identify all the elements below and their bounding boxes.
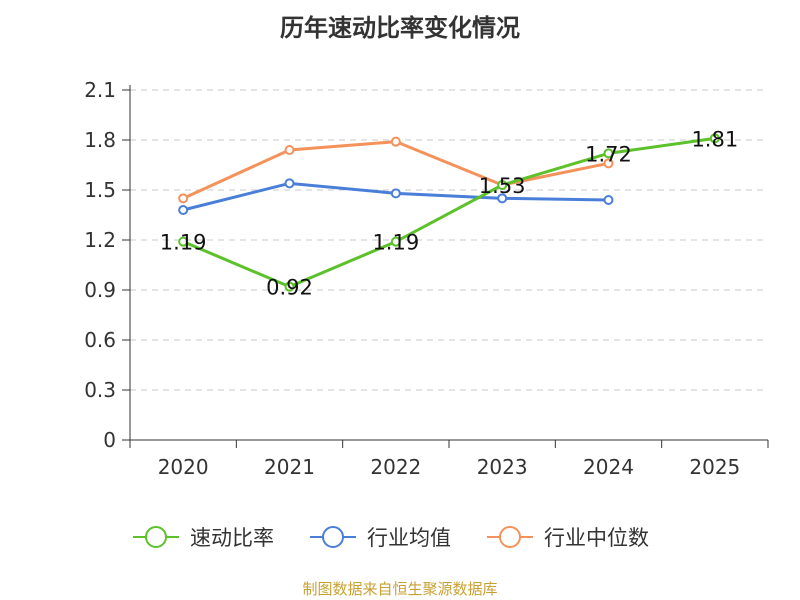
series-line [182,136,716,289]
y-tick-label: 0.6 [84,328,116,352]
legend-label: 行业均值 [367,526,451,550]
x-tick-label: 2020 [158,455,209,479]
x-tick-label: 2021 [264,455,315,479]
data-label: 1.19 [372,231,419,255]
y-tick-label: 1.8 [84,128,116,152]
y-tick-label: 0.9 [84,278,116,302]
x-tick-label: 2022 [370,455,421,479]
y-tick-label: 1.5 [84,178,116,202]
source-note: 制图数据来自恒生聚源数据库 [302,580,498,598]
x-tick-label: 2025 [689,455,740,479]
data-point [178,205,189,215]
data-point [603,195,614,205]
data-point [603,158,614,169]
y-tick-label: 2.1 [84,78,116,102]
legend-marker [322,526,344,548]
legend-label: 行业中位数 [544,526,649,550]
data-label: 1.19 [160,231,207,255]
data-point [178,193,189,204]
axes: 0 0.3 0.6 0.9 1.2 1.5 1.8 2.1 2020 2021 2022 2023 20… [84,78,769,479]
data-point [390,236,401,247]
legend-label: 速动比率 [190,526,274,550]
chart-title: 历年速动比率变化情况 [280,14,520,42]
data-point [603,148,614,159]
data-label: 1.81 [691,127,738,151]
data-label: 0.92 [266,276,313,300]
legend: 速动比率 行业均值 行业中位数 [133,526,649,550]
data-labels: 1.19 0.92 1.19 1.53 1.72 1.81 [160,127,738,299]
data-point [284,281,295,292]
series-lines [178,133,720,292]
y-tick-label: 0 [103,428,116,452]
data-point [390,136,401,147]
grid-lines [130,89,768,391]
data-point [497,193,508,204]
legend-marker [145,526,167,548]
y-tick-label: 1.2 [84,228,116,252]
data-point [178,236,189,247]
data-point [390,188,401,199]
x-tick-label: 2024 [583,455,634,479]
data-point [709,133,720,144]
data-label: 1.53 [479,174,526,198]
x-tick-label: 2023 [477,455,528,479]
legend-marker [499,526,521,548]
y-tick-label: 0.3 [84,378,116,402]
data-point [284,145,295,155]
data-point [497,180,508,190]
data-point [284,178,295,189]
data-label: 1.72 [585,142,632,166]
